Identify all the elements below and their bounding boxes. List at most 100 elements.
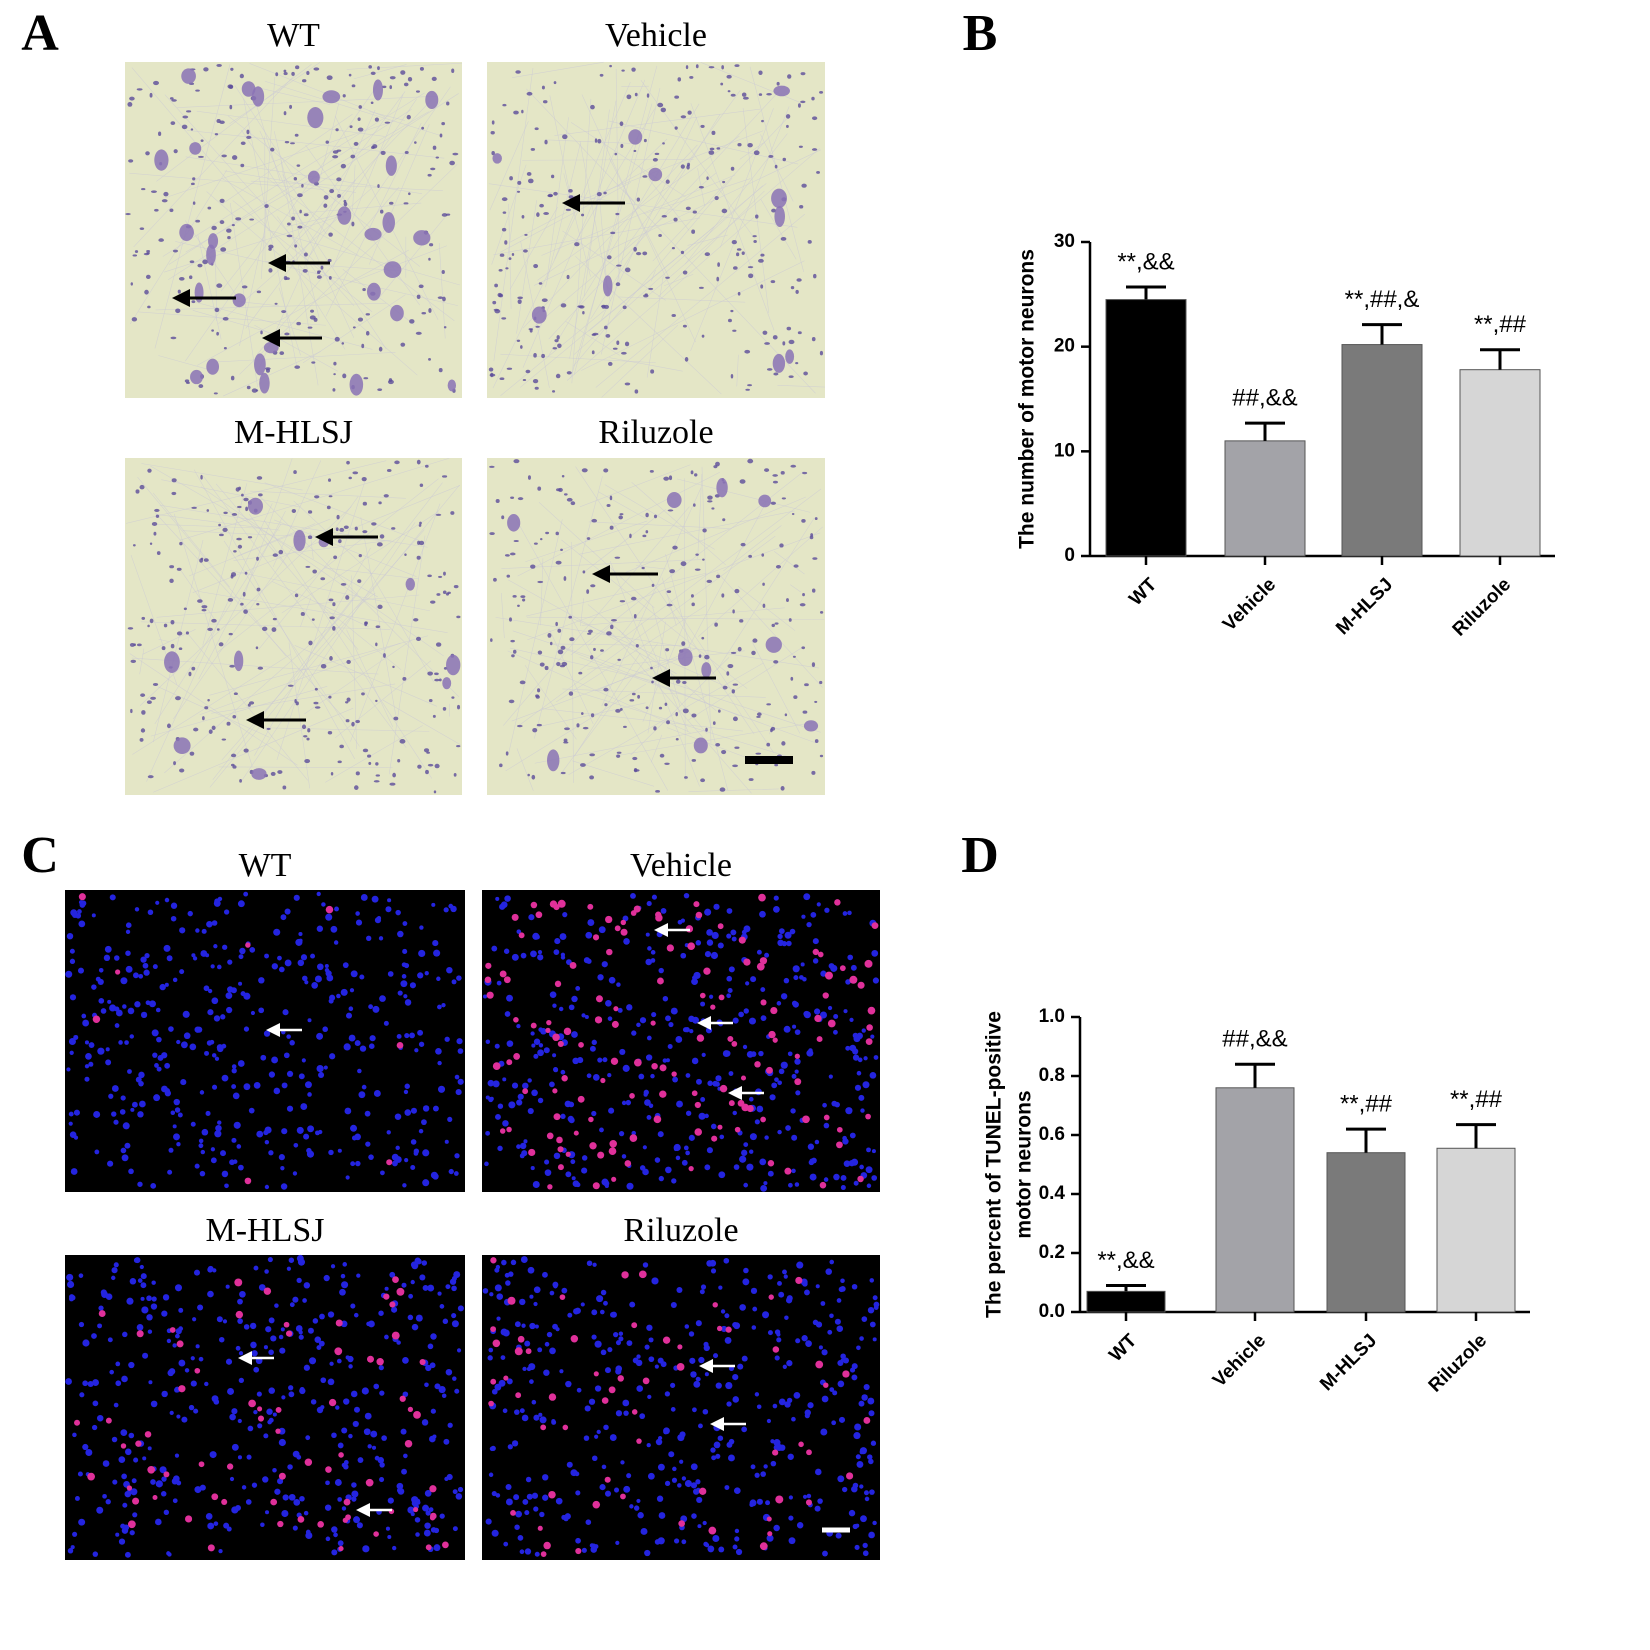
cell — [654, 152, 660, 156]
tunel-cell — [655, 911, 662, 918]
nucleus — [417, 972, 424, 979]
nucleus — [91, 1333, 97, 1339]
nucleus — [278, 1154, 285, 1161]
nucleus — [601, 1178, 609, 1186]
nucleus — [305, 1435, 311, 1441]
cell — [680, 164, 685, 169]
nucleus — [173, 1475, 180, 1483]
cell — [343, 525, 349, 529]
cell — [704, 252, 711, 257]
tunel-cell — [514, 1347, 523, 1356]
nucleus — [66, 1273, 74, 1281]
nucleus — [715, 1453, 721, 1459]
tunel-cell — [553, 1113, 561, 1121]
cell — [129, 642, 135, 647]
cell — [406, 114, 411, 120]
nucleus — [324, 1504, 332, 1511]
cell — [397, 758, 401, 763]
nucleus — [91, 913, 96, 918]
cell — [795, 289, 799, 294]
cell — [799, 204, 804, 209]
nucleus — [568, 1004, 575, 1011]
nucleus — [549, 1081, 555, 1088]
tunel-cell — [535, 911, 543, 919]
nucleus — [271, 1056, 279, 1064]
cell — [243, 609, 248, 614]
tunel-cell — [846, 1472, 854, 1480]
tunel-cell — [671, 1071, 677, 1077]
nucleus — [237, 1298, 243, 1305]
x-tick-label: M-HLSJ — [1316, 1330, 1381, 1395]
cell — [755, 214, 759, 219]
nucleus — [154, 1063, 159, 1068]
neuron — [364, 227, 382, 241]
nucleus — [190, 1380, 197, 1387]
cell — [436, 593, 441, 596]
y-axis-label: motor neurons — [1013, 1090, 1036, 1238]
cell — [533, 264, 539, 269]
cell — [163, 623, 168, 628]
cell — [570, 501, 576, 506]
cell — [562, 134, 568, 140]
cell — [498, 268, 503, 272]
neuron — [774, 205, 785, 227]
nucleus — [430, 1408, 436, 1414]
nucleus — [172, 977, 178, 983]
cell — [550, 174, 555, 179]
nucleus — [842, 1135, 847, 1141]
cell — [532, 727, 538, 733]
nucleus — [170, 902, 178, 909]
nucleus — [591, 1334, 597, 1340]
nucleus — [698, 1356, 705, 1364]
cell — [566, 274, 570, 280]
cell — [581, 468, 588, 473]
cell — [531, 774, 536, 780]
nucleus — [845, 1107, 853, 1115]
nucleus — [371, 895, 379, 903]
nucleus — [364, 1110, 371, 1117]
fiber — [313, 482, 443, 649]
cell — [771, 208, 777, 213]
nucleus — [436, 976, 441, 981]
cell — [255, 646, 259, 650]
tunel-cell — [511, 913, 519, 921]
tunel-cell — [758, 893, 766, 902]
nucleus — [738, 1012, 743, 1017]
cell — [170, 121, 176, 126]
cell — [286, 234, 293, 238]
cell — [607, 255, 612, 260]
nucleus — [495, 1264, 501, 1270]
cell — [257, 666, 264, 670]
nucleus — [671, 1477, 678, 1483]
fiber — [568, 662, 764, 775]
nucleus — [683, 1145, 689, 1151]
nucleus — [516, 929, 522, 934]
nucleus — [205, 1513, 213, 1520]
nucleus — [700, 1284, 707, 1290]
nucleus — [204, 1050, 210, 1056]
fiber — [167, 93, 459, 281]
nucleus — [851, 1374, 858, 1381]
nucleus — [488, 1096, 494, 1103]
nucleus — [333, 940, 339, 945]
cell — [279, 351, 285, 356]
fiber — [352, 164, 356, 211]
cell — [307, 510, 313, 514]
cell — [191, 666, 196, 671]
cell — [332, 150, 339, 154]
nucleus — [329, 1053, 336, 1060]
nucleus — [277, 1478, 284, 1485]
cell — [681, 641, 686, 646]
cell — [351, 721, 355, 727]
nucleus — [308, 1357, 317, 1365]
tunel-cell — [492, 1339, 501, 1348]
nucleus — [506, 1378, 513, 1385]
fiber — [690, 106, 790, 352]
nucleus — [670, 1302, 677, 1309]
nucleus — [749, 1502, 754, 1508]
nucleus — [137, 1111, 144, 1118]
cell — [606, 631, 612, 636]
tunel-cell — [127, 1520, 136, 1529]
nucleus — [581, 1547, 587, 1553]
nucleus — [155, 1007, 161, 1013]
